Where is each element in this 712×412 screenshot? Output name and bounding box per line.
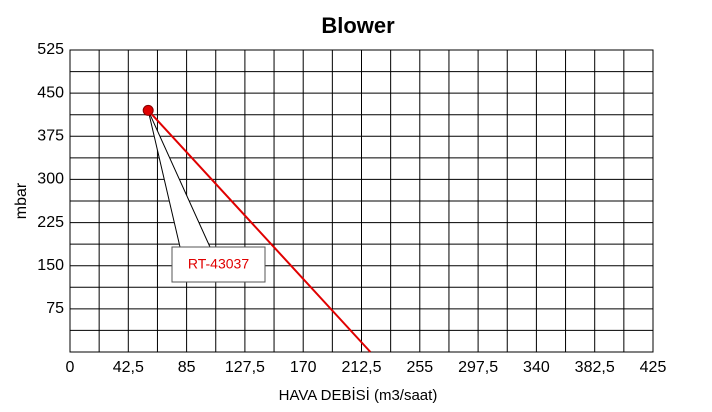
x-tick-label: 212,5 <box>341 359 381 376</box>
x-tick-label: 42,5 <box>113 359 144 376</box>
y-tick-label: 450 <box>37 84 64 101</box>
x-tick-label: 382,5 <box>575 359 615 376</box>
callout-label: RT-43037 <box>188 256 249 272</box>
x-tick-label: 85 <box>178 359 196 376</box>
y-tick-label: 150 <box>37 257 64 274</box>
x-tick-label: 297,5 <box>458 359 498 376</box>
plot-border <box>69 49 654 353</box>
x-tick-label: 255 <box>406 359 433 376</box>
data-point <box>142 104 154 116</box>
series-line <box>147 109 372 353</box>
y-tick-label: 300 <box>37 171 64 188</box>
chart-title: Blower <box>321 13 395 38</box>
x-tick-label: 425 <box>640 359 667 376</box>
y-tick-label: 225 <box>37 214 64 231</box>
x-axis-label: HAVA DEBİSİ (m3/saat) <box>279 386 438 404</box>
x-tick-label: 0 <box>66 359 75 376</box>
callout-box <box>171 246 266 283</box>
x-tick-label: 127,5 <box>225 359 265 376</box>
y-tick-label: 525 <box>37 41 64 58</box>
y-tick-label: 75 <box>46 300 64 317</box>
y-tick-label: 375 <box>37 128 64 145</box>
x-tick-label: 170 <box>290 359 317 376</box>
y-axis-label: mbar <box>13 182 30 219</box>
x-tick-label: 340 <box>523 359 550 376</box>
